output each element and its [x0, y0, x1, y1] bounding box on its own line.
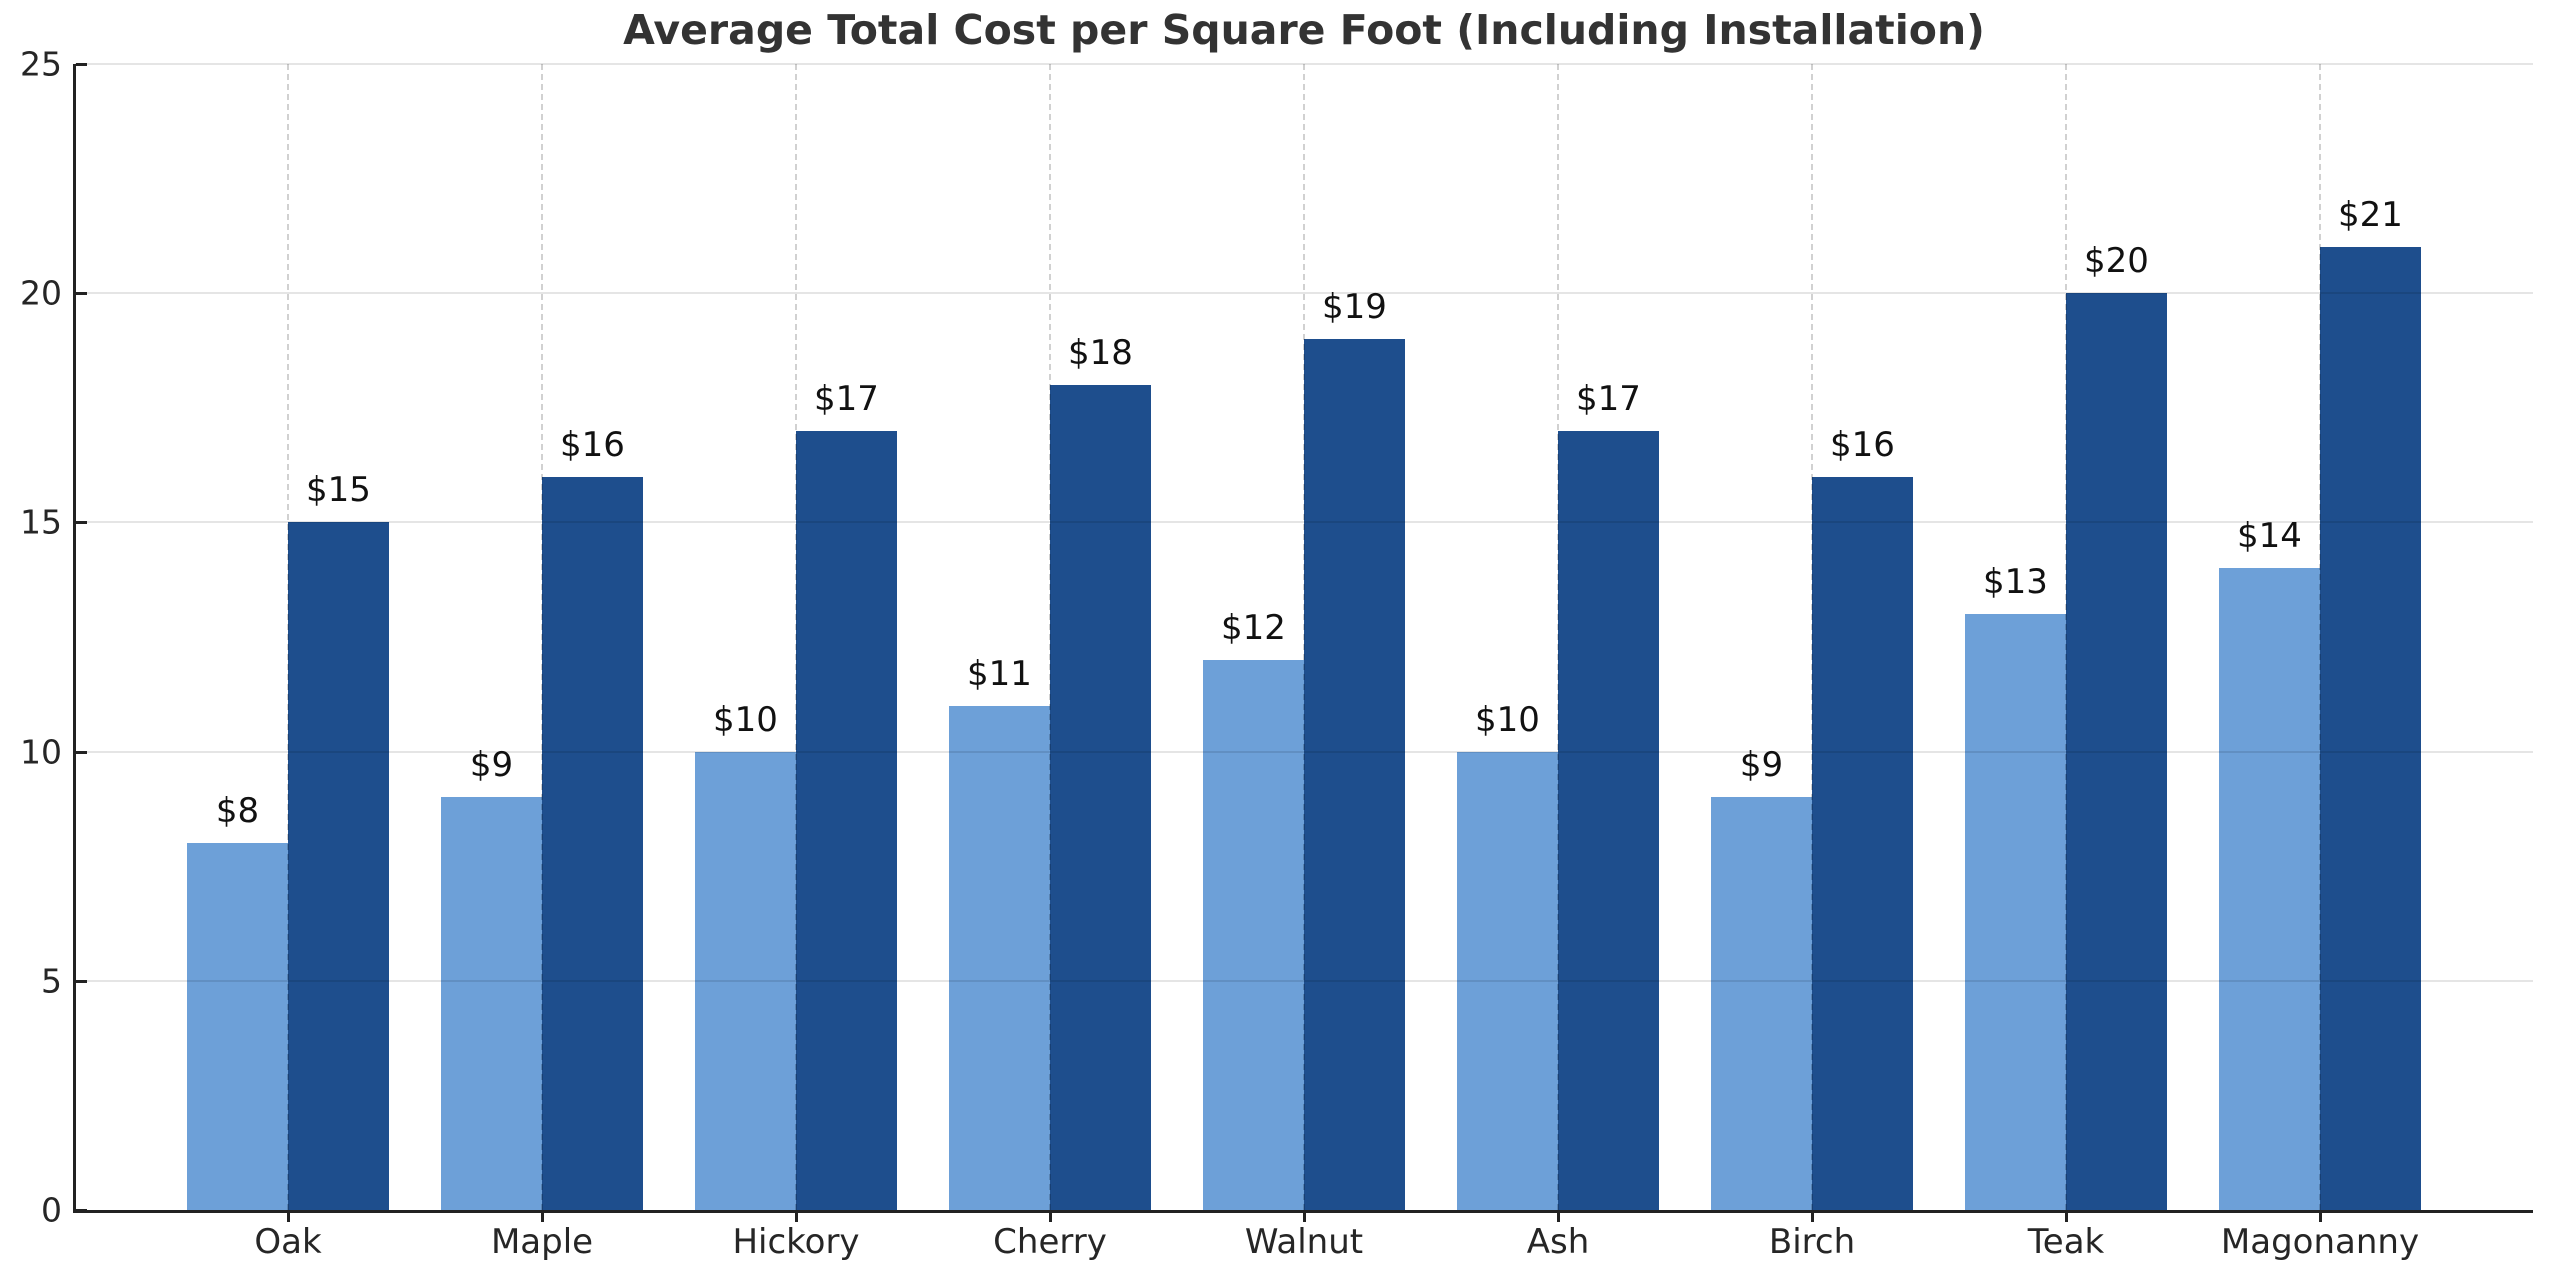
bar-cost-high — [542, 476, 643, 1210]
y-tick-mark — [76, 292, 87, 296]
y-tick-mark — [76, 521, 87, 525]
x-tick-label: Ash — [1526, 1222, 1590, 1262]
bar-cost-high — [2066, 293, 2167, 1210]
x-tick-label: Hickory — [732, 1222, 860, 1262]
bar-value-label: $17 — [814, 378, 879, 419]
y-tick-label: 10 — [20, 732, 62, 772]
x-tick-label: Cherry — [993, 1222, 1107, 1262]
x-tick-mark — [1557, 1210, 1560, 1222]
gridline-horizontal — [75, 521, 2533, 524]
bar-cost-low — [1203, 659, 1304, 1210]
gridline-vertical — [2065, 64, 2067, 1210]
bar-cost-low — [1457, 751, 1558, 1210]
y-tick-label: 0 — [41, 1190, 62, 1230]
x-tick-label: Magonanny — [2220, 1222, 2420, 1262]
gridline-horizontal — [75, 292, 2533, 295]
bar-value-label: $18 — [1068, 332, 1133, 373]
bar-value-label: $9 — [1739, 745, 1784, 786]
gridline-horizontal — [75, 63, 2533, 65]
gridline-vertical — [1811, 64, 1813, 1210]
x-tick-label: Oak — [254, 1222, 322, 1262]
bar-value-label: $11 — [967, 653, 1032, 694]
bar-cost-low — [1711, 797, 1812, 1210]
bar-cost-high — [796, 430, 897, 1210]
x-tick-mark — [2319, 1210, 2322, 1222]
gridline-vertical — [287, 64, 289, 1210]
bar-cost-high — [2320, 247, 2421, 1210]
bar-value-label: $13 — [1983, 562, 2048, 603]
bar-value-label: $14 — [2237, 516, 2302, 557]
y-tick-label: 20 — [20, 273, 62, 313]
y-tick-mark — [76, 979, 87, 983]
bar-value-label: $10 — [713, 699, 778, 740]
x-tick-mark — [541, 1210, 544, 1222]
x-tick-mark — [1049, 1210, 1052, 1222]
bar-value-label: $9 — [469, 745, 514, 786]
gridline-horizontal — [75, 750, 2533, 753]
bar-value-label: $15 — [306, 470, 371, 511]
y-tick-mark — [76, 750, 87, 754]
bar-value-label: $20 — [2084, 241, 2149, 282]
y-tick-label: 15 — [20, 502, 62, 542]
x-tick-mark — [287, 1210, 290, 1222]
bar-value-label: $16 — [560, 424, 625, 465]
x-tick-mark — [1811, 1210, 1814, 1222]
bar-value-label: $17 — [1576, 378, 1641, 419]
gridline-vertical — [2319, 64, 2321, 1210]
gridline-vertical — [541, 64, 543, 1210]
bar-value-label: $10 — [1475, 699, 1540, 740]
gridline-horizontal — [75, 979, 2533, 982]
y-tick-mark — [76, 63, 87, 66]
gridline-vertical — [795, 64, 797, 1210]
bar-value-label: $8 — [215, 791, 260, 832]
x-axis-line — [73, 1210, 2533, 1213]
bar-value-label: $21 — [2338, 195, 2403, 236]
bar-value-label: $19 — [1322, 287, 1387, 328]
bar-value-label: $16 — [1830, 424, 1895, 465]
x-tick-label: Teak — [2027, 1222, 2105, 1262]
bar-cost-low — [949, 705, 1050, 1210]
x-tick-mark — [2065, 1210, 2068, 1222]
gridline-vertical — [1049, 64, 1051, 1210]
gridline-vertical — [1557, 64, 1559, 1210]
bar-cost-high — [1812, 476, 1913, 1210]
bar-cost-high — [1558, 430, 1659, 1210]
y-tick-label: 25 — [20, 44, 62, 84]
bar-cost-low — [695, 751, 796, 1210]
chart-title: Average Total Cost per Square Foot (Incl… — [623, 6, 1985, 54]
y-tick-label: 5 — [41, 961, 62, 1001]
bar-value-label: $12 — [1221, 607, 1286, 648]
x-tick-mark — [795, 1210, 798, 1222]
bar-cost-high — [288, 522, 389, 1210]
bar-cost-low — [2219, 568, 2320, 1210]
bar-cost-low — [1965, 614, 2066, 1210]
bar-cost-high — [1304, 339, 1405, 1210]
x-tick-mark — [1303, 1210, 1306, 1222]
x-tick-label: Birch — [1768, 1222, 1856, 1262]
y-axis-line — [73, 64, 76, 1213]
gridline-vertical — [1303, 64, 1305, 1210]
x-tick-label: Walnut — [1244, 1222, 1364, 1262]
x-tick-label: Maple — [490, 1222, 594, 1262]
bar-cost-low — [187, 843, 288, 1210]
bar-cost-high — [1050, 384, 1151, 1210]
bar-cost-low — [441, 797, 542, 1210]
